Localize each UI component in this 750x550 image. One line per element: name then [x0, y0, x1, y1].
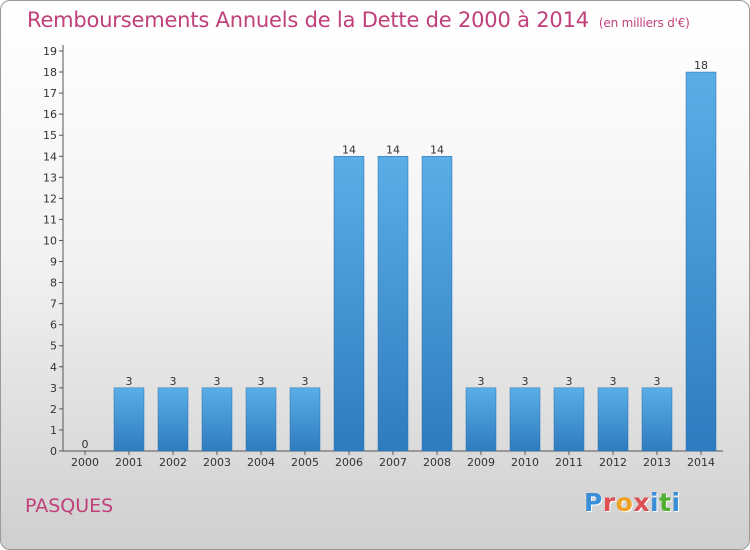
data-label-2013: 3: [654, 375, 661, 388]
x-tick-label-2008: 2008: [423, 456, 451, 469]
data-label-2005: 3: [302, 375, 309, 388]
logo-letter: t: [659, 488, 672, 517]
y-tick-label: 0: [50, 445, 57, 458]
data-label-2012: 3: [610, 375, 617, 388]
logo-letter: P: [584, 488, 603, 517]
logo-letter: r: [602, 488, 616, 517]
chart-data-labels: 0 3 3 3 3 3 14 14 14 3 3 3 3 3 18: [82, 59, 709, 451]
bar-2003: [201, 387, 233, 452]
bar-2004: [245, 387, 277, 452]
logo-letter: o: [615, 488, 634, 517]
data-label-2009: 3: [478, 375, 485, 388]
data-label-2001: 3: [126, 375, 133, 388]
data-label-2010: 3: [522, 375, 529, 388]
y-tick-label: 6: [50, 319, 57, 332]
logo-letter: i: [671, 488, 681, 517]
data-label-2000: 0: [82, 438, 89, 451]
bar-2010: [509, 387, 541, 452]
data-label-2006: 14: [342, 143, 356, 156]
bar-2011: [553, 387, 585, 452]
y-tick-label: 8: [50, 277, 57, 290]
data-label-2004: 3: [258, 375, 265, 388]
y-tick-label: 5: [50, 340, 57, 353]
bar-2005: [289, 387, 321, 452]
x-tick-label-2014: 2014: [687, 456, 715, 469]
bar-2002: [157, 387, 189, 452]
y-tick-label: 11: [43, 213, 57, 226]
chart-bars: [113, 71, 717, 452]
chart-x-tick-labels: 2000 2001 2002 2003 2004 2005 2006 2007 2008 2009…: [71, 456, 715, 469]
x-tick-label-2011: 2011: [555, 456, 583, 469]
y-tick-label: 9: [50, 256, 57, 269]
y-tick-label: 12: [43, 192, 57, 205]
y-tick-label: 4: [50, 361, 57, 374]
logo-letter: x: [633, 488, 650, 517]
x-tick-label-2012: 2012: [599, 456, 627, 469]
data-label-2007: 14: [386, 143, 400, 156]
x-tick-label-2001: 2001: [115, 456, 143, 469]
data-label-2003: 3: [214, 375, 221, 388]
x-tick-label-2003: 2003: [203, 456, 231, 469]
chart-title: Remboursements Annuels de la Dette de 20…: [27, 8, 690, 32]
bar-2008: [421, 156, 453, 452]
bar-2014: [685, 71, 717, 452]
y-tick-label: 15: [43, 129, 57, 142]
y-tick-label: 13: [43, 171, 57, 184]
proxiti-logo: Proxiti: [584, 488, 681, 517]
data-label-2014: 18: [694, 59, 708, 72]
chart-title-text: Remboursements Annuels de la Dette de 20…: [27, 8, 589, 32]
data-label-2011: 3: [566, 375, 573, 388]
x-tick-label-2004: 2004: [247, 456, 275, 469]
y-tick-label: 16: [43, 108, 57, 121]
y-tick-label: 17: [43, 87, 57, 100]
y-tick-label: 3: [50, 382, 57, 395]
bar-2006: [333, 156, 365, 452]
y-tick-label: 10: [43, 234, 57, 247]
x-tick-label-2002: 2002: [159, 456, 187, 469]
x-tick-label-2005: 2005: [291, 456, 319, 469]
x-tick-label-2009: 2009: [467, 456, 495, 469]
x-tick-label-2007: 2007: [379, 456, 407, 469]
chart-subtitle: (en milliers d'€): [598, 16, 690, 30]
bar-2009: [465, 387, 497, 452]
y-tick-label: 19: [43, 45, 57, 58]
commune-name: PASQUES: [25, 495, 114, 517]
x-tick-label-2000: 2000: [71, 456, 99, 469]
y-tick-label: 2: [50, 403, 57, 416]
bar-2007: [377, 156, 409, 452]
bar-2001: [113, 387, 145, 452]
x-tick-label-2013: 2013: [643, 456, 671, 469]
x-tick-label-2006: 2006: [335, 456, 363, 469]
y-tick-label: 14: [43, 150, 57, 163]
x-tick-label-2010: 2010: [511, 456, 539, 469]
y-tick-label: 7: [50, 298, 57, 311]
data-label-2002: 3: [170, 375, 177, 388]
logo-letter: i: [650, 488, 660, 517]
y-tick-label: 1: [50, 424, 57, 437]
bar-2013: [641, 387, 673, 452]
data-label-2008: 14: [430, 143, 444, 156]
y-tick-label: 18: [43, 66, 57, 79]
bar-2012: [597, 387, 629, 452]
